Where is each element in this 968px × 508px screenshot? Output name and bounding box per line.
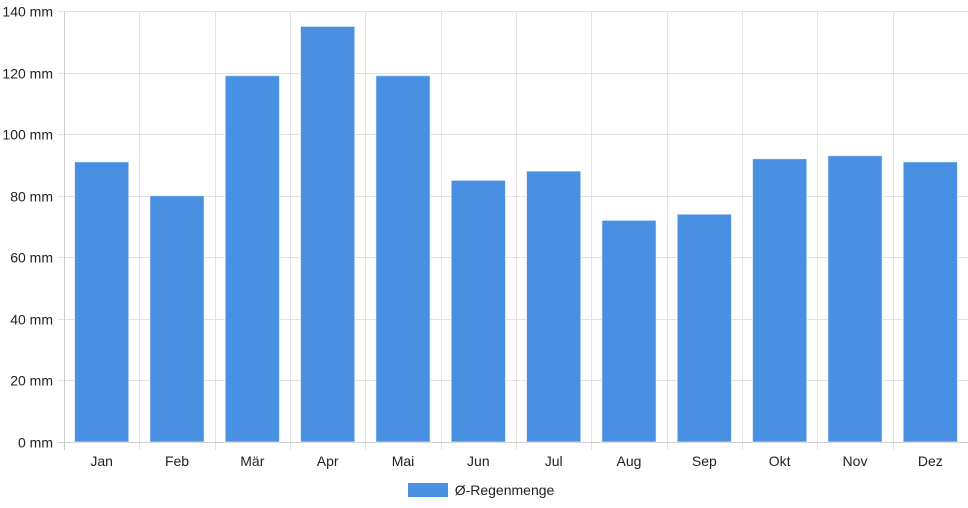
y-tick-label: 100 mm xyxy=(2,127,53,143)
bar xyxy=(74,161,130,443)
x-tick-label: Jul xyxy=(545,453,563,469)
bar xyxy=(375,75,431,443)
bar xyxy=(827,155,883,443)
y-tick-label: 60 mm xyxy=(10,250,53,266)
x-tick-label: Dez xyxy=(918,453,943,469)
bar xyxy=(526,170,582,443)
x-tick-label: Feb xyxy=(165,453,189,469)
x-tick-label: Mär xyxy=(240,453,264,469)
bar xyxy=(224,75,280,443)
bar xyxy=(149,195,205,443)
bar xyxy=(902,161,958,443)
grid-lines xyxy=(58,11,968,450)
x-tick-label: Mai xyxy=(392,453,415,469)
y-tick-label: 40 mm xyxy=(10,312,53,328)
x-tick-label: Sep xyxy=(692,453,717,469)
x-tick-label: Nov xyxy=(843,453,868,469)
x-tick-label: Jan xyxy=(90,453,113,469)
chart-legend[interactable]: Ø-Regenmenge xyxy=(0,479,968,501)
x-tick-label: Apr xyxy=(317,453,339,469)
bar xyxy=(752,158,808,443)
y-tick-label: 120 mm xyxy=(2,66,53,82)
bar xyxy=(450,179,506,443)
legend-swatch xyxy=(407,483,448,497)
bar xyxy=(601,219,657,443)
chart-plot: 0 mm 20 mm 40 mm 60 mm 80 mm 100 mm 120 mm 140 … xyxy=(2,4,968,469)
legend-label: Ø-Regenmenge xyxy=(454,482,555,498)
bar xyxy=(300,25,356,443)
y-tick-label: 20 mm xyxy=(10,373,53,389)
y-tick-label: 80 mm xyxy=(10,189,53,205)
y-tick-label: 0 mm xyxy=(18,435,53,451)
x-tick-label: Jun xyxy=(467,453,490,469)
x-tick-label: Aug xyxy=(617,453,642,469)
bar xyxy=(676,213,732,443)
x-tick-label: Okt xyxy=(769,453,791,469)
y-tick-label: 140 mm xyxy=(2,4,53,20)
